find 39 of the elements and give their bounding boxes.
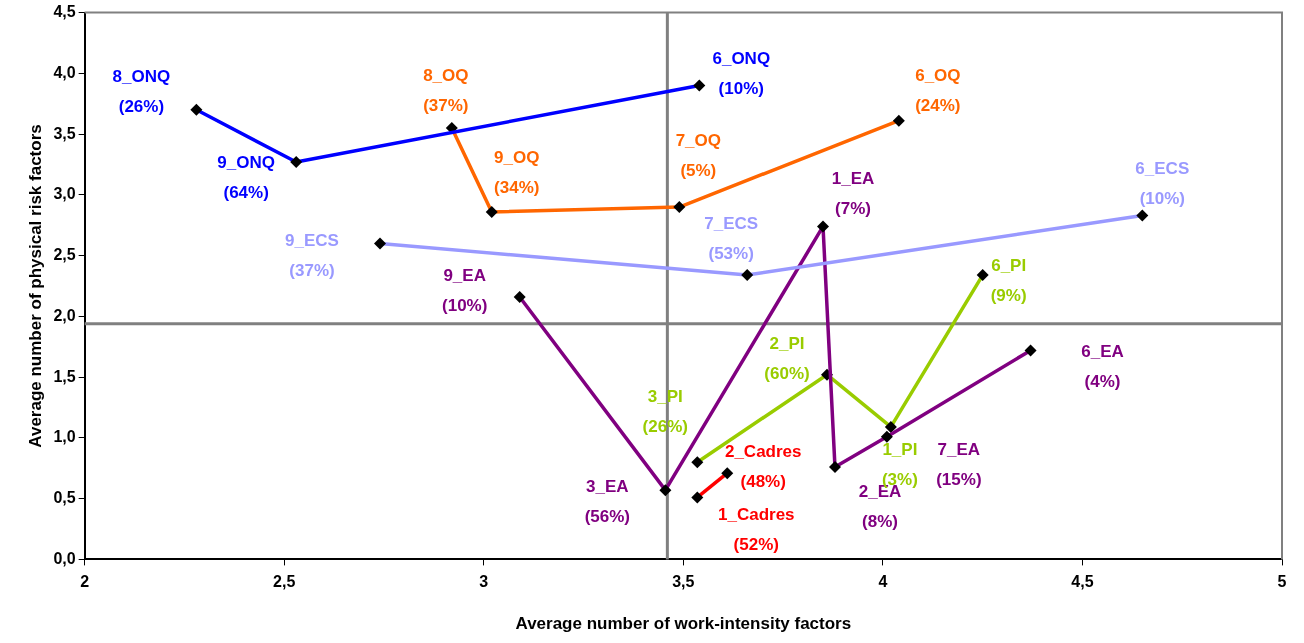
annotation: 6_EA (4%) bbox=[1081, 342, 1124, 392]
x-tick-label: 3 bbox=[479, 573, 489, 591]
y-tick-label: 0,5 bbox=[53, 489, 76, 507]
annotation: 7_OQ (5%) bbox=[675, 130, 722, 180]
annotation: 8_ONQ (26%) bbox=[112, 67, 171, 117]
x-tick-label: 4,5 bbox=[1071, 573, 1094, 591]
annotation: 2_Cadres (48%) bbox=[724, 441, 802, 491]
annotation: 8_OQ (37%) bbox=[423, 65, 469, 115]
annotation: 6_OQ (24%) bbox=[915, 66, 961, 116]
annotation: 6_ECS (10%) bbox=[1135, 159, 1190, 209]
y-axis-title: Average number of physical risk factors bbox=[25, 124, 45, 448]
y-tick-label: 0,0 bbox=[53, 549, 76, 567]
x-tick-label: 3,5 bbox=[672, 573, 695, 591]
annotation: 1_Cadres (52%) bbox=[718, 505, 795, 555]
y-tick-label: 3,5 bbox=[53, 124, 76, 142]
x-tick-label: 2,5 bbox=[273, 573, 296, 591]
y-tick-label: 4,0 bbox=[53, 63, 76, 81]
y-tick-label: 4,5 bbox=[53, 3, 76, 21]
annotation: 9_OQ (34%) bbox=[494, 147, 540, 197]
annotation: 6_PI (9%) bbox=[990, 255, 1027, 305]
x-tick-label: 4 bbox=[878, 573, 888, 591]
annotation: 7_EA (15%) bbox=[936, 440, 982, 490]
annotation: 3_PI (26%) bbox=[642, 386, 688, 436]
y-tick-label: 2,5 bbox=[53, 246, 76, 264]
y-tick-label: 2,0 bbox=[53, 306, 76, 324]
x-axis-title: Average number of work-intensity factors bbox=[515, 614, 852, 634]
annotation: 3_EA (56%) bbox=[584, 476, 631, 526]
y-tick-label: 1,5 bbox=[53, 367, 76, 385]
annotation: 9_ONQ (64%) bbox=[217, 152, 275, 202]
x-tick-label: 5 bbox=[1277, 573, 1287, 591]
y-tick-label: 1,0 bbox=[53, 428, 76, 446]
annotation: 6_ONQ (10%) bbox=[712, 49, 771, 99]
y-tick-label: 3,0 bbox=[53, 185, 76, 203]
annotation: 2_PI (60%) bbox=[764, 334, 810, 384]
x-tick-label: 2 bbox=[80, 573, 90, 591]
annotation: 1_EA (7%) bbox=[831, 169, 875, 219]
annotation: 9_EA (10%) bbox=[442, 265, 488, 315]
annotation: 9_ECS (37%) bbox=[285, 231, 339, 281]
annotation: 7_ECS (53%) bbox=[704, 213, 759, 263]
